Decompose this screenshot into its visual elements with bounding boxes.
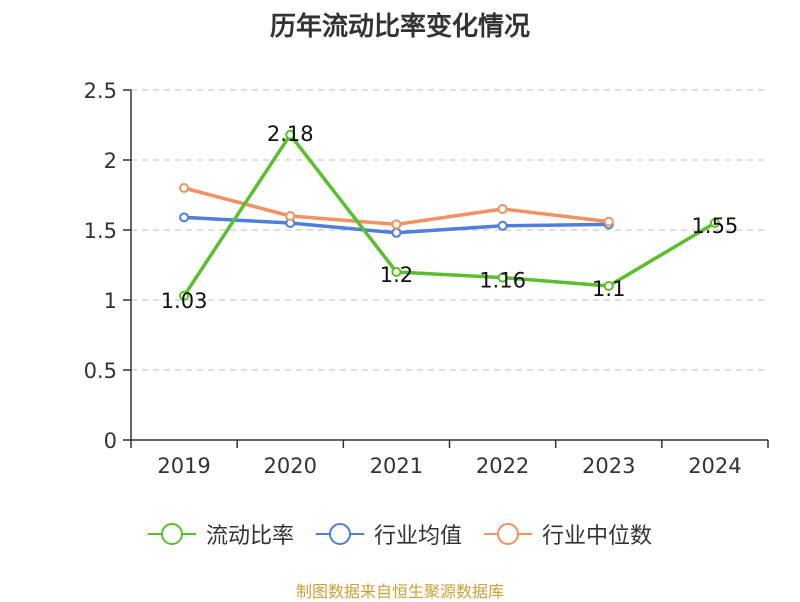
- legend-item-current-ratio[interactable]: 流动比率: [147, 518, 294, 550]
- data-point: [391, 227, 402, 238]
- chart-title: 历年流动比率变化情况: [269, 12, 530, 42]
- data-label: 1.03: [161, 289, 208, 313]
- legend: 流动比率 行业均值 行业中位数: [0, 518, 800, 550]
- x-tick-label: 2021: [370, 454, 423, 478]
- legend-marker-current-ratio: [147, 521, 196, 547]
- legend-item-industry-mean[interactable]: 行业均值: [315, 518, 462, 550]
- data-point: [179, 290, 190, 301]
- data-point: [603, 281, 614, 291]
- series-line: [182, 133, 716, 297]
- y-tick-label: 2: [104, 149, 117, 173]
- legend-item-industry-median[interactable]: 行业中位数: [484, 518, 652, 550]
- data-point: [391, 219, 402, 230]
- x-tick-label: 2024: [688, 454, 741, 478]
- legend-marker-industry-mean: [315, 521, 364, 547]
- data-point: [497, 272, 508, 283]
- source-note: 制图数据来自恒生聚源数据库: [295, 582, 504, 601]
- x-tick-label: 2022: [476, 454, 529, 478]
- y-tick-label: 0: [104, 429, 117, 453]
- x-tick-label: 2023: [582, 454, 635, 478]
- legend-label-current-ratio: 流动比率: [205, 524, 294, 549]
- data-label: 1.1: [592, 277, 625, 301]
- data-point: [709, 218, 720, 228]
- data-point: [285, 129, 296, 140]
- series-line: [183, 186, 609, 227]
- data-point: [285, 211, 296, 221]
- data-label: 1.2: [380, 263, 413, 287]
- y-tick-label: 1.5: [84, 219, 117, 243]
- legend-label-industry-median: 行业中位数: [542, 524, 653, 549]
- legend-marker-industry-median: [484, 521, 532, 547]
- x-tick-label: 2019: [157, 454, 210, 478]
- data-label: 2.18: [267, 122, 314, 146]
- y-tick-label: 2.5: [84, 79, 117, 103]
- data-point: [497, 204, 508, 214]
- data-point: [179, 212, 190, 223]
- data-label: 1.16: [479, 269, 526, 293]
- data-label: 1.55: [692, 214, 739, 238]
- y-tick-label: 0.5: [84, 359, 117, 383]
- legend-label-industry-mean: 行业均值: [373, 524, 462, 549]
- x-tick-label: 2020: [264, 454, 317, 478]
- y-tick-label: 1: [104, 289, 117, 313]
- data-point: [497, 220, 508, 231]
- data-point: [391, 267, 402, 277]
- data-point: [603, 216, 614, 227]
- data-point: [179, 183, 190, 193]
